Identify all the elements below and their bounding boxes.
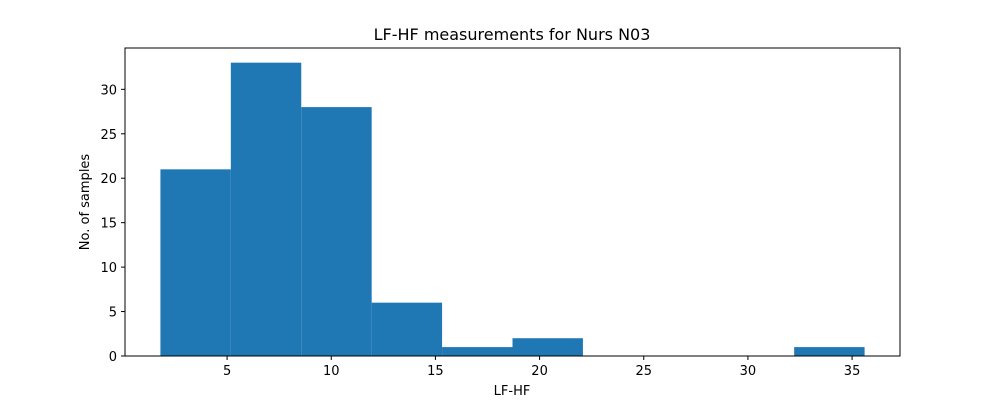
bars-group	[160, 62, 865, 357]
plot-frame	[124, 47, 901, 357]
histogram-bar	[301, 107, 372, 356]
x-tick-label: 10	[323, 364, 340, 379]
histogram-bar	[160, 169, 231, 356]
histogram-bar	[794, 347, 865, 356]
x-tick-label: 30	[740, 364, 757, 379]
x-tick-label: 35	[844, 364, 861, 379]
x-tick-label: 15	[427, 364, 444, 379]
y-axis-ticks: 0 5 10 15 20 25 30	[100, 83, 125, 365]
y-tick-label: 5	[109, 306, 117, 321]
y-tick-label: 30	[100, 83, 117, 98]
histogram-bar	[230, 62, 302, 357]
x-axis-label: LF-HF	[494, 384, 531, 399]
x-tick-label: 5	[223, 364, 231, 379]
histogram-bar	[512, 338, 583, 356]
y-axis-label: No. of samples	[78, 154, 93, 251]
y-tick-label: 15	[100, 217, 117, 232]
histogram-bar	[371, 302, 443, 356]
x-axis-ticks: 5 10 15 20 25 30 35	[223, 356, 860, 379]
x-tick-label: 25	[635, 364, 652, 379]
chart-title: LF-HF measurements for Nurs N03	[374, 25, 651, 44]
x-tick-label: 20	[531, 364, 548, 379]
y-tick-label: 10	[100, 261, 117, 276]
y-tick-label: 25	[100, 128, 117, 143]
histogram-bar	[442, 347, 513, 356]
y-tick-label: 20	[100, 172, 117, 187]
y-tick-label: 0	[109, 350, 117, 365]
